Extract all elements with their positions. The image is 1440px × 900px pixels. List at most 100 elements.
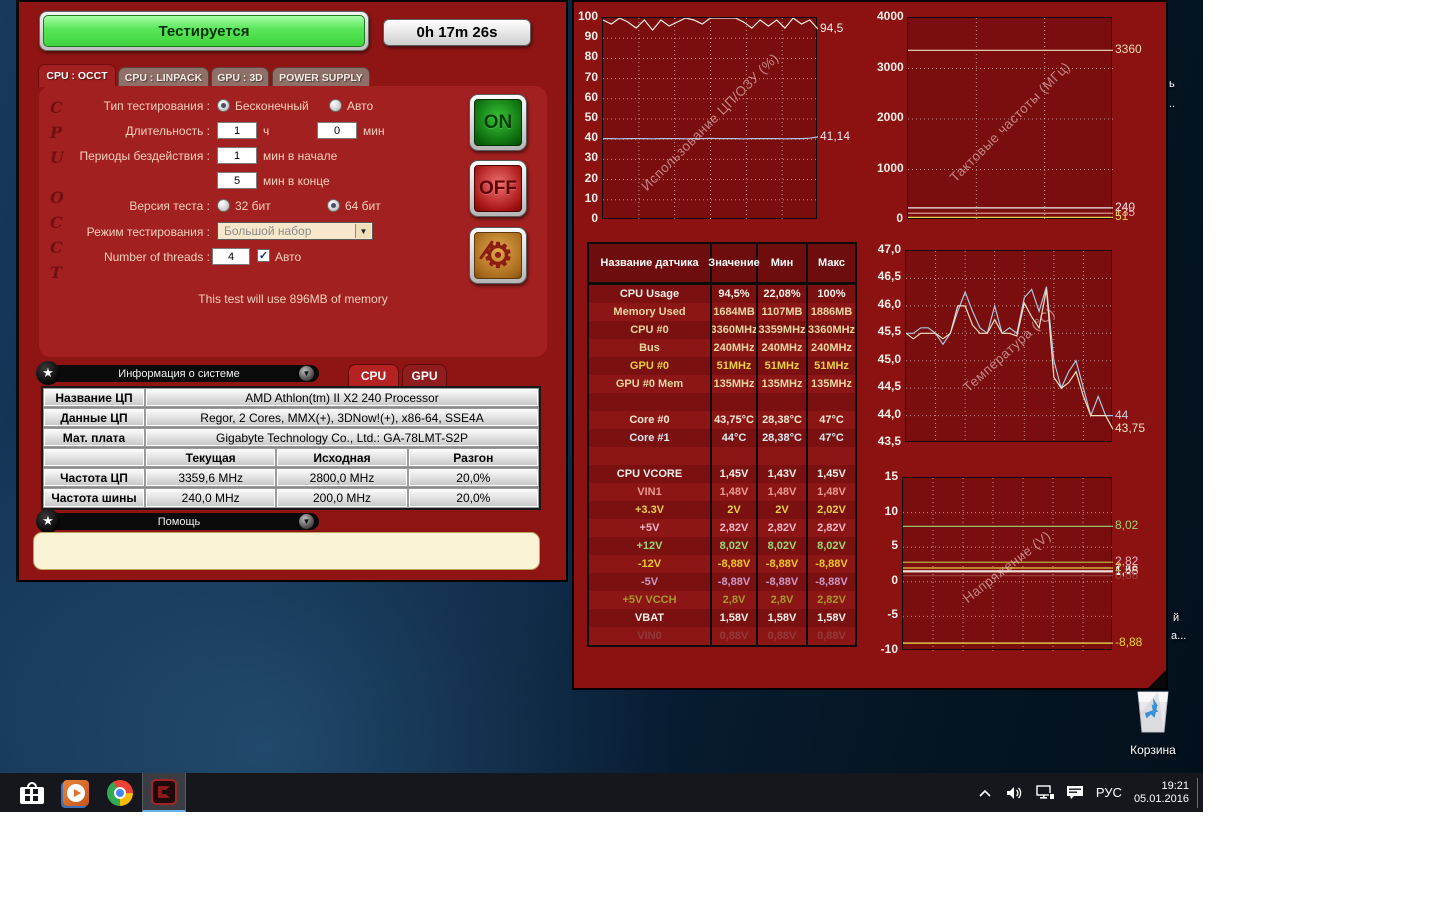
tab-cpu-occt[interactable]: CPU : OCCT <box>38 64 116 87</box>
sysinfo-cell: AMD Athlon(tm) II X2 240 Processor <box>145 388 539 407</box>
sysinfo-tab-cpu[interactable]: CPU <box>348 364 399 387</box>
sensor-header: Мин <box>758 244 808 282</box>
memory-usage-note: This test will use 896MB of memory <box>198 292 388 306</box>
chart-plot-area: Напряжение (V) <box>902 477 1113 651</box>
on-button[interactable]: ON <box>474 99 522 146</box>
collapse-arrow-icon[interactable]: ▼ <box>299 514 314 529</box>
radio-infinite-label: Бесконечный <box>235 99 309 113</box>
sensor-value: 240MHz <box>712 339 758 357</box>
sensor-value: 8,02V <box>712 537 758 555</box>
chart-temperature: 43,5 44,0 44,5 45,0 45,5 46,0 46,5 47,0 Температ… <box>875 242 1160 448</box>
sensor-min: 1,58V <box>758 609 808 627</box>
tab-cpu-linpack[interactable]: CPU : LINPACK <box>118 67 209 87</box>
sensor-header: Название датчика <box>589 244 712 282</box>
sensor-max: 240MHz <box>811 342 852 354</box>
sysinfo-tab-gpu[interactable]: GPU <box>402 364 447 387</box>
radio-64bit-label: 64 бит <box>345 199 381 213</box>
status-button[interactable]: Тестируется <box>43 15 365 47</box>
sensor-row: VBAT 1,58V 1,58V 1,58V <box>589 609 855 627</box>
occt-monitoring-window: 0 10 20 30 40 50 60 70 80 90 100 Использование ЦП/О… <box>572 0 1168 690</box>
network-icon[interactable] <box>1036 784 1054 802</box>
sensor-max: 47°C <box>819 432 844 444</box>
sensor-max <box>808 393 855 411</box>
system-info-header-bar: ★ Информация о системе ▼ <box>36 361 319 385</box>
sensor-row: CPU VCORE 1,45V 1,43V 1,45V <box>589 465 855 483</box>
sensor-min: 2,8V <box>758 591 808 609</box>
test-mode-label: Режим тестирования : <box>86 225 210 239</box>
off-button[interactable]: OFF <box>474 165 522 212</box>
sensor-value: 1,45V <box>712 465 758 483</box>
taskbar-store-button[interactable] <box>10 773 54 812</box>
collapse-arrow-icon[interactable]: ▼ <box>299 366 314 381</box>
chart-plot-area: Температура (°C) <box>905 250 1113 443</box>
resize-grip[interactable] <box>1148 670 1166 688</box>
sysinfo-row-label <box>43 448 145 467</box>
idle-end-input[interactable] <box>217 172 257 189</box>
idle-start-input[interactable] <box>217 147 257 164</box>
sensor-min: 1,43V <box>758 465 808 483</box>
radio-32bit[interactable] <box>217 199 230 212</box>
language-indicator[interactable]: РУС <box>1095 785 1122 800</box>
sensor-max: 3360MHz <box>808 324 855 336</box>
chart-value-label: 0,88 <box>1115 567 1139 582</box>
taskbar-mediaplayer-button[interactable] <box>54 773 98 812</box>
taskbar-occt-button[interactable] <box>142 773 186 812</box>
duration-minutes-input[interactable] <box>317 122 357 139</box>
tab-power-supply[interactable]: POWER SUPPLY <box>272 67 370 87</box>
desktop-icon-label-fragment: й <box>1173 612 1180 624</box>
media-player-icon <box>63 779 89 806</box>
sensor-name: GPU #0 <box>589 357 712 375</box>
sysinfo-cell: Regor, 2 Cores, MMX(+), 3DNow!(+), x86-6… <box>145 408 539 427</box>
sensor-min: 8,02V <box>758 537 808 555</box>
tab-gpu-3d[interactable]: GPU : 3D <box>211 67 269 87</box>
radio-auto[interactable] <box>329 99 342 112</box>
volume-icon[interactable] <box>1006 784 1024 802</box>
sensor-min <box>758 393 808 411</box>
minutes-unit: мин <box>363 124 385 138</box>
radio-infinite[interactable] <box>217 99 230 112</box>
sensor-min: 2,82V <box>758 519 808 537</box>
show-desktop-divider[interactable] <box>1197 778 1198 808</box>
axis-tick-label: 0 <box>591 211 598 225</box>
axis-tick-label: -10 <box>880 642 898 656</box>
sensor-value: 1,48V <box>712 483 758 501</box>
sysinfo-cell: Текущая <box>144 448 277 467</box>
sensor-name: VIN1 <box>589 483 712 501</box>
settings-button[interactable]: ⚙ <box>474 232 522 279</box>
recycle-bin[interactable]: Корзина <box>1122 682 1184 757</box>
threads-auto-checkbox[interactable]: ✓ <box>257 249 270 262</box>
sensor-max <box>808 447 855 465</box>
sensor-value <box>712 447 758 465</box>
sysinfo-row: Частота ЦП 3359,6 MHz 2800,0 MHz 20,0% <box>43 468 539 488</box>
sensor-max: 8,02V <box>817 540 846 552</box>
action-center-icon[interactable] <box>1066 784 1084 802</box>
sensor-row: -5V -8,88V -8,88V -8,88V <box>589 573 855 591</box>
taskbar-chrome-button[interactable] <box>98 773 142 812</box>
chevron-down-icon[interactable]: ▼ <box>355 224 371 238</box>
sensor-value: 51MHz <box>712 357 758 375</box>
status-frame: Тестируется <box>39 11 369 51</box>
threads-label: Number of threads : <box>103 250 210 264</box>
sensor-min: 28,38°C <box>758 411 808 429</box>
taskbar-clock[interactable]: 19:21 05.01.2016 <box>1134 780 1189 806</box>
sensor-name: Bus <box>589 339 712 357</box>
sysinfo-row-label: Частота ЦП <box>43 468 145 487</box>
sensor-min: 28,38°C <box>758 429 808 447</box>
axis-tick-label: 70 <box>584 69 598 84</box>
sensor-row: Core #1 44°C 28,38°C 47°C <box>589 429 855 447</box>
sensor-name: CPU Usage <box>589 285 712 303</box>
sensor-value: 2,82V <box>712 519 758 537</box>
sensor-row: Core #0 43,75°C 28,38°C 47°C <box>589 411 855 429</box>
threads-input[interactable] <box>212 248 250 265</box>
sensor-header: Значение <box>708 244 760 282</box>
sensor-min: 240MHz <box>758 339 808 357</box>
chart-value-label: 44 <box>1115 407 1129 422</box>
chart-value-label: 94,5 <box>820 21 844 36</box>
radio-64bit[interactable] <box>327 199 340 212</box>
sensor-max: 100% <box>817 288 846 300</box>
test-mode-select[interactable]: Большой набор ▼ <box>217 222 373 240</box>
sysinfo-cell: 3359,6 MHz <box>144 468 277 487</box>
duration-hours-input[interactable] <box>217 122 257 139</box>
tray-chevron-up-icon[interactable] <box>976 784 994 802</box>
sensor-header: Макс <box>818 257 845 269</box>
